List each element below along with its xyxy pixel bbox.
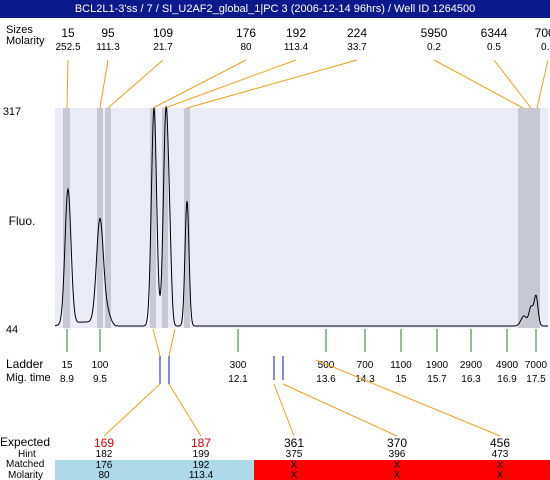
matched-bar bbox=[55, 460, 254, 480]
expected-value: 361 bbox=[284, 436, 304, 450]
peak-band bbox=[518, 108, 528, 328]
chart-title: BCL2L1-3'ss / 7 / SI_U2AF2_global_1|PC 3… bbox=[0, 0, 550, 18]
ladder-time-label: 16.9 bbox=[497, 374, 517, 385]
peak-connector bbox=[152, 59, 247, 109]
ladder-size-label: 500 bbox=[318, 360, 335, 371]
ladder-time-label: 8.9 bbox=[60, 374, 74, 385]
ladder-size-label: 700 bbox=[357, 360, 374, 371]
matched-value: X bbox=[497, 460, 504, 471]
peak-connector bbox=[493, 59, 532, 109]
hint-value: 182 bbox=[96, 449, 113, 460]
hint-value: 473 bbox=[492, 449, 509, 460]
ladder-size-label: 2900 bbox=[460, 360, 483, 371]
peak-band bbox=[528, 108, 534, 328]
peak-molarity-label: 0.5 bbox=[487, 42, 501, 53]
peak-connector bbox=[186, 59, 358, 109]
plot-area bbox=[55, 108, 548, 328]
sizes-row-label: Sizes bbox=[6, 24, 33, 36]
ladder-size-label: 4900 bbox=[496, 360, 519, 371]
peak-band bbox=[105, 108, 111, 328]
peak-band bbox=[184, 108, 190, 328]
peak-band bbox=[150, 108, 156, 328]
ladder-size-label: 100 bbox=[92, 360, 109, 371]
y-axis-label: Fluo. bbox=[9, 214, 36, 228]
hint-value: 375 bbox=[286, 449, 303, 460]
ladder-size-label: 1900 bbox=[426, 360, 449, 371]
expected-connector bbox=[273, 383, 295, 437]
expected-connector bbox=[168, 383, 202, 437]
unmatched-bar bbox=[254, 460, 550, 480]
matched-molarity-value: X bbox=[291, 470, 298, 480]
molarity-bottom-label: Molarity bbox=[8, 470, 43, 480]
ladder-time-label: 17.5 bbox=[526, 374, 546, 385]
peak-size-label: 192 bbox=[286, 26, 306, 40]
peak-molarity-label: 33.7 bbox=[347, 42, 367, 53]
molarity-row-label: Molarity bbox=[6, 35, 45, 47]
peak-connector bbox=[536, 59, 549, 109]
peak-size-label: 95 bbox=[101, 26, 115, 40]
trace-line bbox=[54, 105, 548, 327]
matched-value: X bbox=[291, 460, 298, 471]
peak-connector bbox=[66, 59, 69, 109]
ladder-time-label: 15 bbox=[395, 374, 407, 385]
peak-connector bbox=[107, 59, 164, 109]
ladder-time-label: 9.5 bbox=[93, 374, 107, 385]
expected-value: 370 bbox=[387, 436, 407, 450]
expected-value: 169 bbox=[94, 436, 114, 450]
peak-size-label: 5950 bbox=[421, 26, 448, 40]
ladder-time-label: 13.6 bbox=[316, 374, 336, 385]
hint-value: 199 bbox=[193, 449, 210, 460]
peak-size-label: 176 bbox=[236, 26, 256, 40]
peak-size-label: 15 bbox=[61, 26, 75, 40]
expected-value: 456 bbox=[490, 436, 510, 450]
matched-value: 192 bbox=[193, 460, 210, 471]
peak-size-label: 7000 bbox=[535, 26, 550, 40]
hint-value: 396 bbox=[389, 449, 406, 460]
expected-connector bbox=[168, 328, 176, 357]
ladder-size-label: 7000 bbox=[525, 360, 548, 371]
peak-molarity-label: 21.7 bbox=[153, 42, 173, 53]
peak-molarity-label: 0.2 bbox=[427, 42, 441, 53]
ladder-time-label: 15.7 bbox=[427, 374, 447, 385]
ladder-size-label: 1100 bbox=[390, 360, 412, 371]
peak-connector bbox=[164, 59, 297, 109]
expected-value: 187 bbox=[191, 436, 211, 450]
peak-size-label: 109 bbox=[153, 26, 173, 40]
matched-row-label: Matched bbox=[6, 459, 44, 470]
peak-molarity-label: 80 bbox=[240, 42, 252, 53]
matched-molarity-value: 80 bbox=[98, 470, 110, 480]
ladder-size-label: 300 bbox=[230, 360, 247, 371]
peak-molarity-label: 252.5 bbox=[55, 42, 80, 53]
matched-molarity-value: X bbox=[394, 470, 401, 480]
mig-time-label: Mig. time bbox=[6, 372, 51, 384]
peak-size-label: 224 bbox=[347, 26, 367, 40]
hint-row-label: Hint bbox=[18, 449, 36, 460]
ladder-time-label: 16.3 bbox=[461, 374, 481, 385]
matched-value: 176 bbox=[96, 460, 113, 471]
expected-row-label: Expected bbox=[0, 435, 50, 449]
y-tick-label: 44 bbox=[6, 324, 18, 336]
ladder-time-label: 12.1 bbox=[228, 374, 248, 385]
expected-connector bbox=[282, 383, 398, 437]
peak-molarity-label: 111.3 bbox=[96, 42, 120, 53]
expected-connector bbox=[103, 383, 161, 437]
ladder-label: Ladder bbox=[6, 357, 43, 371]
ladder-time-label: 14.3 bbox=[355, 374, 375, 385]
matched-value: X bbox=[394, 460, 401, 471]
peak-connector bbox=[99, 59, 109, 109]
peak-molarity-label: 113.4 bbox=[284, 42, 309, 53]
y-tick-label: 317 bbox=[3, 106, 21, 118]
peak-connector bbox=[433, 59, 524, 109]
expected-connector bbox=[152, 328, 161, 357]
electropherogram-chart: 31744Fluo.SizesMolarity15252.595111.3109… bbox=[0, 24, 550, 480]
matched-molarity-value: X bbox=[497, 470, 504, 480]
matched-molarity-value: 113.4 bbox=[189, 470, 214, 480]
ladder-size-label: 15 bbox=[61, 360, 73, 371]
peak-band bbox=[534, 108, 540, 328]
peak-band bbox=[63, 108, 70, 328]
peak-size-label: 6344 bbox=[481, 26, 508, 40]
peak-molarity-label: 0.5 bbox=[541, 42, 550, 53]
peak-band bbox=[162, 108, 168, 328]
expected-connector bbox=[315, 359, 501, 437]
